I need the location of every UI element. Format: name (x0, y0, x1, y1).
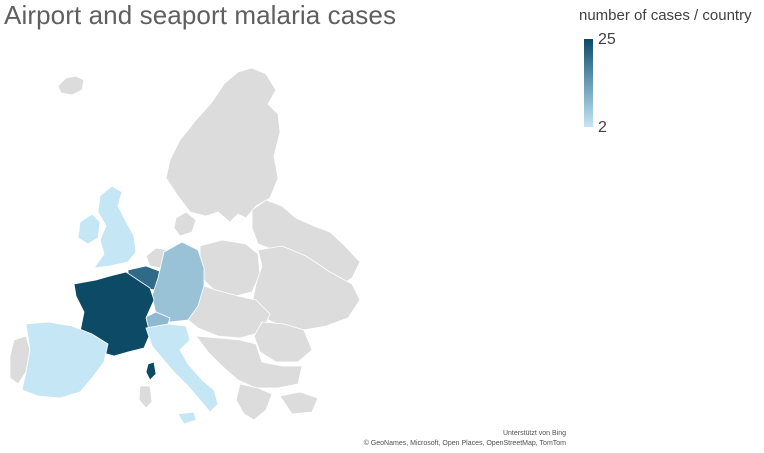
region-germany (151, 241, 205, 323)
map-title: Airport and seaport malaria cases (4, 0, 397, 30)
region-balkans (195, 335, 303, 389)
legend-max-label: 25 (598, 31, 616, 48)
region-denmark (173, 211, 197, 237)
legend-title: number of cases / country (579, 7, 752, 24)
region-greece (235, 383, 273, 421)
region-ireland (77, 213, 101, 245)
region-eastern-europe (251, 245, 361, 331)
region-iceland (57, 75, 85, 96)
region-scandinavia (165, 67, 281, 223)
region-spain (21, 321, 109, 399)
legend-min-label: 2 (598, 119, 607, 136)
region-italy (145, 323, 219, 413)
region-sardinia (138, 385, 153, 409)
legend-gradient-bar (584, 39, 593, 127)
region-sicily (177, 411, 197, 425)
region-portugal (9, 335, 31, 385)
attribution-text: © GeoNames, Microsoft, Open Places, Open… (363, 440, 566, 447)
region-turkey (279, 391, 319, 415)
region-romania (253, 321, 313, 363)
map-credits: Unterstützt von Bing © GeoNames, Microso… (364, 429, 566, 449)
region-uk (93, 185, 137, 269)
powered-by-text: Unterstützt von Bing (502, 430, 566, 437)
region-corsica (145, 361, 157, 381)
